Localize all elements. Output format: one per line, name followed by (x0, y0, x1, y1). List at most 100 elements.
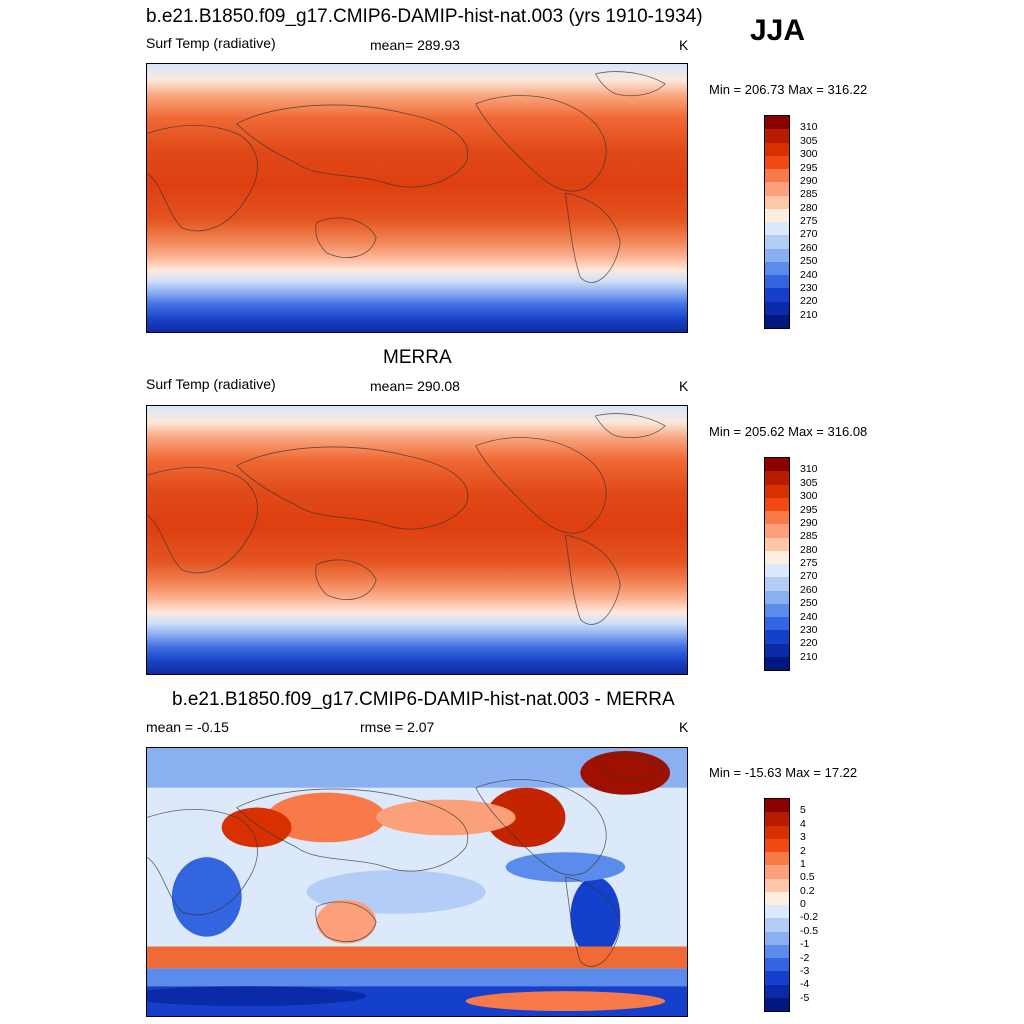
colorbar-swatch (765, 656, 789, 670)
colorbar-swatch (765, 918, 789, 932)
colorbar-swatch (765, 169, 789, 183)
panel-3-rmse-label: rmse = 2.07 (360, 719, 435, 735)
colorbar-tick-label: -3 (800, 964, 810, 977)
colorbar-tick-label: 300 (800, 490, 818, 503)
difference-blobs (147, 748, 687, 1016)
colorbar-tick-label: 310 (800, 121, 818, 134)
panel-3-mean-label: mean = -0.15 (146, 719, 229, 735)
panel-2-variable-label: Surf Temp (radiative) (146, 376, 276, 392)
colorbar-swatch (765, 630, 789, 644)
panel-3-units-label: K (679, 719, 689, 735)
panel-1-temperature-field (147, 64, 687, 332)
colorbar-swatch (765, 235, 789, 249)
colorbar-swatch (765, 116, 789, 130)
colorbar-tick-label: 280 (800, 201, 818, 214)
panel-2-title: MERRA (383, 347, 452, 368)
colorbar-tick-label: 310 (800, 463, 818, 476)
colorbar-tick-label: 305 (800, 476, 818, 489)
panel-1-title: b.e21.B1850.f09_g17.CMIP6-DAMIP-hist-nat… (146, 6, 703, 27)
colorbar-swatch (765, 511, 789, 525)
colorbar-tick-label: -4 (800, 978, 810, 991)
colorbar-swatch (765, 799, 789, 813)
colorbar-tick-label: 220 (800, 637, 818, 650)
colorbar-swatch (765, 155, 789, 169)
colorbar-swatch (765, 248, 789, 262)
colorbar-tick-label: 295 (800, 503, 818, 516)
colorbar-swatch (765, 458, 789, 472)
colorbar-swatch (765, 825, 789, 839)
panel-2-colorbar (764, 457, 790, 671)
colorbar-tick-label: 275 (800, 215, 818, 227)
colorbar-tick-label: 270 (800, 228, 818, 241)
panel-1-mean-label: mean= 289.93 (370, 37, 460, 53)
colorbar-swatch (765, 997, 789, 1011)
panel-3-colorbar (764, 798, 790, 1012)
colorbar-swatch (765, 484, 789, 498)
panel-3-difference-field (147, 748, 687, 1016)
colorbar-tick-label: -0.5 (800, 924, 819, 937)
colorbar-swatch (765, 905, 789, 919)
panel-1-map (146, 63, 688, 333)
colorbar-swatch (765, 261, 789, 275)
colorbar-tick-label: 305 (800, 134, 818, 147)
colorbar-tick-label: 0.5 (800, 871, 815, 884)
colorbar-tick-label: -5 (800, 991, 810, 1004)
colorbar-swatch (765, 497, 789, 511)
colorbar-swatch (765, 275, 789, 289)
panel-2-map (146, 405, 688, 675)
colorbar-swatch (765, 550, 789, 564)
colorbar-tick-label: 275 (800, 557, 818, 569)
colorbar-swatch (765, 617, 789, 631)
panel-3-map (146, 747, 688, 1017)
panel-3-title: b.e21.B1850.f09_g17.CMIP6-DAMIP-hist-nat… (172, 689, 675, 710)
colorbar-swatch (765, 222, 789, 236)
colorbar-swatch (765, 984, 789, 998)
colorbar-tick-label: 300 (800, 148, 818, 161)
colorbar-tick-label: 3 (800, 831, 806, 844)
colorbar-tick-label: 290 (800, 174, 818, 187)
colorbar-swatch (765, 314, 789, 328)
colorbar-swatch (765, 564, 789, 578)
colorbar-swatch (765, 838, 789, 852)
colorbar-swatch (765, 865, 789, 879)
colorbar-tick-label: 0.2 (800, 884, 815, 897)
colorbar-tick-label: 0 (800, 898, 806, 910)
colorbar-swatch (765, 577, 789, 591)
panel-2-minmax-label: Min = 205.62 Max = 316.08 (709, 424, 868, 439)
panel-2-temperature-field (147, 406, 687, 674)
colorbar-swatch (765, 208, 789, 222)
colorbar-tick-label: 2 (800, 844, 806, 857)
colorbar-tick-label: 210 (800, 308, 818, 321)
colorbar-tick-label: 5 (800, 804, 806, 817)
colorbar-tick-label: 285 (800, 188, 818, 201)
colorbar-swatch (765, 852, 789, 866)
colorbar-swatch (765, 931, 789, 945)
season-label: JJA (750, 14, 806, 47)
colorbar-tick-label: 210 (800, 650, 818, 663)
colorbar-tick-label: 4 (800, 817, 806, 830)
colorbar-swatch (765, 878, 789, 892)
colorbar-swatch (765, 643, 789, 657)
colorbar-tick-label: 270 (800, 570, 818, 583)
panel-2-mean-label: mean= 290.08 (370, 378, 460, 394)
colorbar-tick-label: 230 (800, 623, 818, 636)
colorbar-swatch (765, 129, 789, 143)
panel-1-units-label: K (679, 37, 689, 53)
panel-3-minmax-label: Min = -15.63 Max = 17.22 (709, 765, 858, 780)
colorbar-tick-label: 230 (800, 281, 818, 294)
colorbar-swatch (765, 537, 789, 551)
colorbar-tick-label: 250 (800, 597, 818, 610)
panel-2-units-label: K (679, 378, 689, 394)
panel-1-minmax-label: Min = 206.73 Max = 316.22 (709, 82, 868, 97)
colorbar-swatch (765, 590, 789, 604)
colorbar-tick-label: 295 (800, 161, 818, 174)
colorbar-swatch (765, 182, 789, 196)
colorbar-tick-label: 290 (800, 516, 818, 529)
colorbar-tick-label: 240 (800, 610, 818, 623)
colorbar-swatch (765, 971, 789, 985)
colorbar-tick-label: 285 (800, 530, 818, 543)
colorbar-swatch (765, 471, 789, 485)
colorbar-swatch (765, 812, 789, 826)
colorbar-tick-label: 260 (800, 241, 818, 254)
colorbar-tick-label: 280 (800, 543, 818, 556)
